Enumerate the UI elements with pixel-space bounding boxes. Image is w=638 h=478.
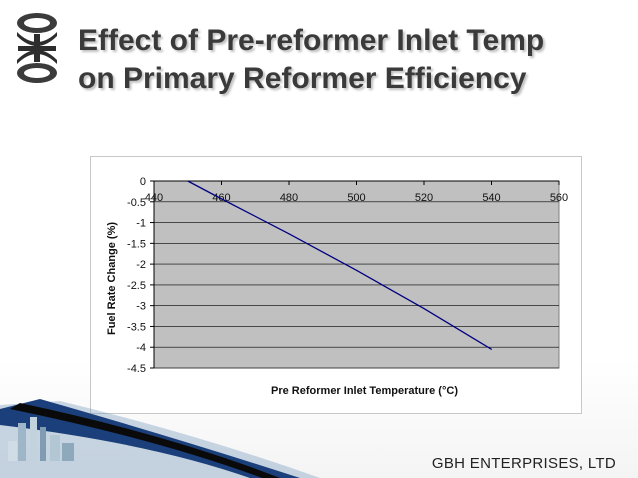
company-name: GBH ENTERPRISES, LTD bbox=[431, 455, 616, 472]
plot-area bbox=[153, 180, 560, 369]
footer-decoration bbox=[0, 399, 320, 478]
line-chart: 440 460 480 500 520 540 560 0-0.5-1-1.5-2-2.5-… bbox=[106, 176, 568, 397]
y-tick-label-4: -2 bbox=[136, 259, 146, 271]
gbh-logo-icon bbox=[10, 12, 64, 84]
y-tick-label-0: 0 bbox=[140, 176, 146, 188]
x-tick-label-2: 480 bbox=[280, 192, 298, 204]
y-tick-label-3: -1.5 bbox=[127, 238, 146, 250]
y-axis-ticks: 0 -0.5 -1 -1.5 -2 -2.5 -3 -3.5 -4 -4.5 bbox=[127, 176, 154, 375]
slide-title-line-1: Effect of Pre-reformer Inlet Temp bbox=[78, 24, 545, 57]
y-tick-label-8: -4 bbox=[136, 342, 146, 354]
series-line-0 bbox=[187, 180, 492, 350]
y-tick-label-1: -0.5 bbox=[127, 197, 146, 209]
y-tick-label-7: -3.5 bbox=[127, 321, 146, 333]
series-0-point-4 bbox=[423, 308, 425, 310]
x-tick-label-0: 440 bbox=[145, 192, 163, 204]
series-layer bbox=[187, 180, 492, 350]
y-tick-label-6: -3 bbox=[136, 301, 146, 313]
y-axis-title: Fuel Rate Change (%) bbox=[106, 222, 118, 335]
x-tick-label-6: 560 bbox=[550, 192, 568, 204]
x-tick-label-5: 540 bbox=[482, 192, 500, 204]
series-0-point-5 bbox=[491, 348, 492, 350]
y-tick-label-5: -2.5 bbox=[127, 280, 146, 292]
x-tick-label-3: 500 bbox=[347, 192, 365, 204]
slide-title-line-2: on Primary Reformer Efficiency bbox=[78, 62, 527, 95]
x-axis-title: Pre Reformer Inlet Temperature (°C) bbox=[271, 385, 458, 397]
x-tick-label-4: 520 bbox=[415, 192, 433, 204]
y-tick-label-2: -1 bbox=[136, 218, 146, 230]
series-0-point-2 bbox=[288, 233, 290, 235]
series-0-point-1 bbox=[221, 198, 222, 200]
x-axis: 440 460 480 500 520 540 560 bbox=[145, 180, 568, 368]
series-0-point-0 bbox=[187, 180, 189, 182]
y-tick-label-9: -4.5 bbox=[127, 363, 146, 375]
series-0-point-3 bbox=[356, 269, 357, 271]
chart-container: 440 460 480 500 520 540 560 0 -0.5 -1 -1.5 -2 -2.5-… bbox=[90, 156, 582, 414]
